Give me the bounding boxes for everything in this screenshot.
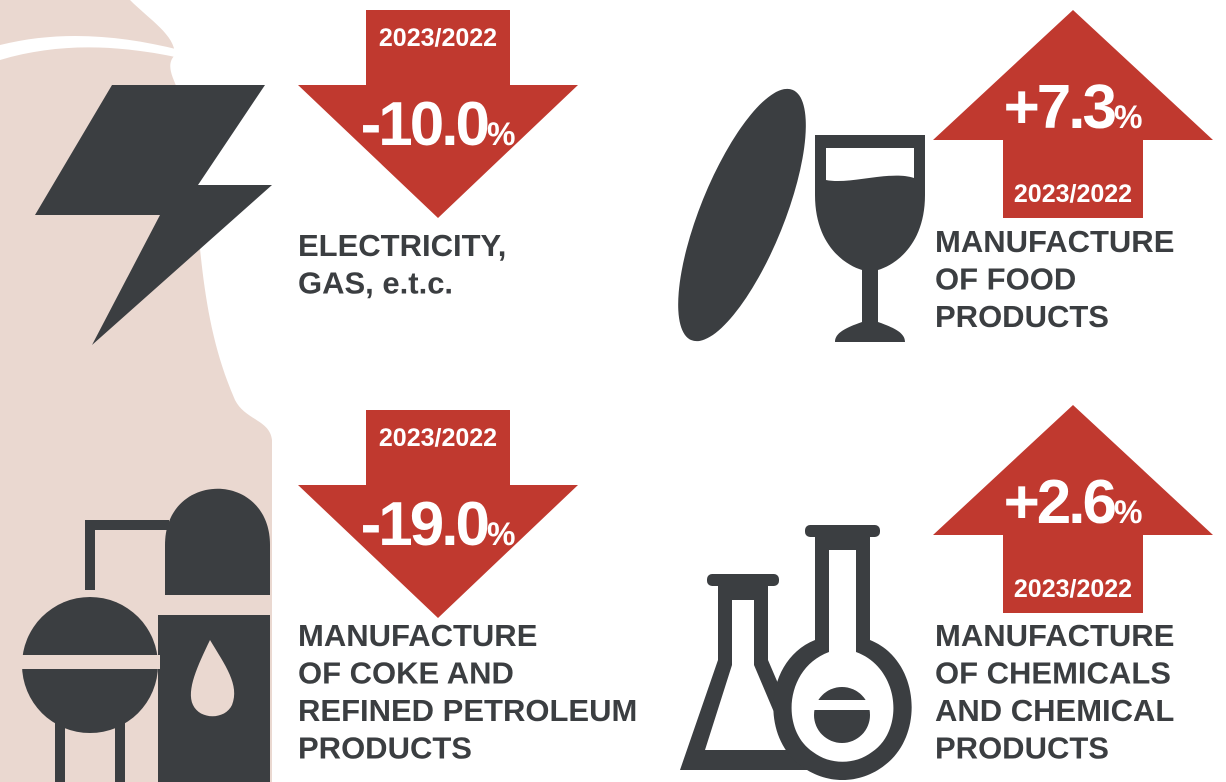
category-label: MANUFACTURE (298, 618, 537, 653)
category-label: OF CHEMICALS (935, 656, 1171, 691)
change-number: +7.3 (1004, 73, 1116, 142)
period: 2023/2022 (379, 424, 497, 452)
infographic: 2023/2022 -10.0% ELECTRICITY,GAS, e.t.c. 20… (0, 0, 1226, 782)
category-label: OF FOOD (935, 262, 1076, 297)
change-unit: % (1114, 99, 1142, 135)
category-label: PRODUCTS (298, 731, 472, 766)
category-label: MANUFACTURE (935, 618, 1174, 653)
change-unit: % (487, 116, 515, 152)
change-number: -19.0 (361, 490, 488, 559)
period: 2023/2022 (1014, 180, 1132, 208)
category-label: AND CHEMICAL (935, 693, 1174, 728)
change-number: -10.0 (361, 90, 488, 159)
change-unit: % (487, 516, 515, 552)
category-label: PRODUCTS (935, 731, 1109, 766)
category-label: PRODUCTS (935, 299, 1109, 334)
category-label: ELECTRICITY, (298, 228, 506, 263)
category-label: MANUFACTURE (935, 224, 1174, 259)
category-label: GAS, e.t.c. (298, 266, 453, 301)
change-number: +2.6 (1004, 468, 1116, 537)
period: 2023/2022 (1014, 575, 1132, 603)
food-icon (652, 74, 925, 356)
category-label: OF COKE AND (298, 656, 514, 691)
chemistry-icon (680, 525, 912, 780)
change-unit: % (1114, 494, 1142, 530)
period: 2023/2022 (379, 24, 497, 52)
category-label: REFINED PETROLEUM (298, 693, 637, 728)
